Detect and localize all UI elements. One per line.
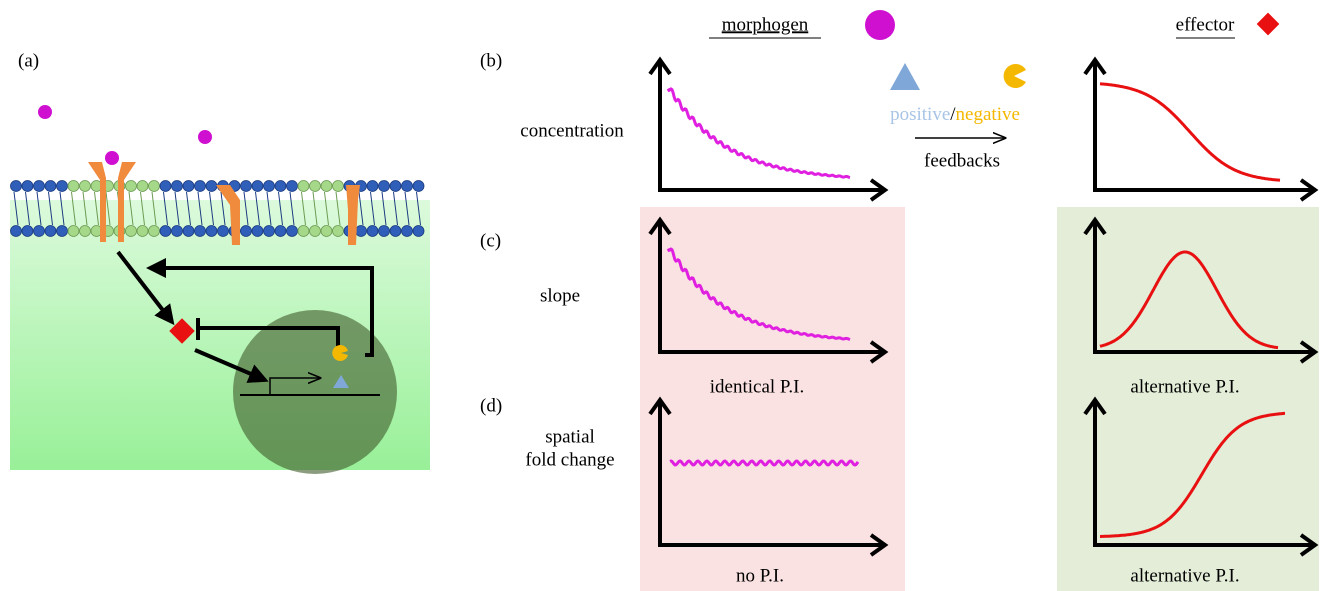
- panel-label: (b): [480, 50, 502, 71]
- panel-label: (d): [480, 395, 502, 416]
- row-name: slope: [540, 285, 580, 306]
- lipid-head: [22, 181, 33, 192]
- row-name: fold change: [525, 449, 614, 470]
- positive-label: positive: [890, 104, 950, 125]
- lipid-head: [68, 181, 79, 192]
- lipid-head: [252, 181, 263, 192]
- lipid-head: [413, 226, 424, 237]
- lipid-head: [183, 226, 194, 237]
- lipid-head: [45, 226, 56, 237]
- lipid-head: [34, 181, 45, 192]
- lipid-head: [379, 181, 390, 192]
- lipid-head: [287, 226, 298, 237]
- axes: [660, 60, 885, 190]
- caption: alternative P.I.: [1130, 565, 1239, 586]
- lipid-head: [241, 226, 252, 237]
- lipid-head: [172, 181, 183, 192]
- caption: no P.I.: [736, 565, 784, 586]
- lipid-head: [310, 226, 321, 237]
- lipid-head: [298, 226, 309, 237]
- lipid-head: [11, 181, 22, 192]
- lipid-head: [126, 226, 137, 237]
- feedback-caption: feedbacks: [924, 150, 1000, 171]
- lipid-head: [45, 181, 56, 192]
- lipid-head: [160, 226, 171, 237]
- lipid-head: [183, 181, 194, 192]
- row-name: concentration: [520, 120, 624, 141]
- lipid-head: [68, 226, 79, 237]
- lipid-head: [57, 226, 68, 237]
- lipid-head: [321, 226, 332, 237]
- lipid-head: [126, 181, 137, 192]
- lipid-head: [149, 226, 160, 237]
- lipid-head: [195, 181, 206, 192]
- panel-label: (c): [480, 230, 501, 251]
- negative-label: negative: [956, 104, 1020, 125]
- morphogen-dot: [105, 151, 119, 165]
- lipid-head: [275, 226, 286, 237]
- lipid-head: [206, 226, 217, 237]
- morphogen-icon: [865, 10, 895, 40]
- morphogen-dot: [198, 130, 212, 144]
- morphogen-curve: [668, 89, 850, 178]
- lipid-head: [333, 181, 344, 192]
- lipid-head: [149, 181, 160, 192]
- lipid-head: [275, 181, 286, 192]
- lipid-head: [310, 181, 321, 192]
- figure: (a) morphogen effector positive/negative…: [0, 0, 1322, 591]
- lipid-head: [22, 226, 33, 237]
- axes: [1095, 60, 1315, 190]
- lipid-head: [356, 226, 367, 237]
- positive-icon: [890, 63, 920, 90]
- caption: alternative P.I.: [1130, 376, 1239, 397]
- negative-icon: [1004, 64, 1026, 88]
- lipid-head: [206, 181, 217, 192]
- lipid-head: [160, 181, 171, 192]
- lipid-head: [298, 181, 309, 192]
- panel-label: (a): [18, 50, 39, 71]
- column-title: morphogen: [722, 14, 809, 35]
- lipid-head: [367, 226, 378, 237]
- lipid-head: [218, 226, 229, 237]
- lipid-head: [367, 181, 378, 192]
- effector-icon: [1257, 13, 1280, 36]
- row-name: spatial: [545, 426, 595, 447]
- effector-curve: [1100, 84, 1280, 180]
- lipid-head: [287, 181, 298, 192]
- morphogen-dot: [38, 105, 52, 119]
- lipid-head: [11, 226, 22, 237]
- lipid-head: [252, 226, 263, 237]
- lipid-head: [402, 181, 413, 192]
- lipid-head: [34, 226, 45, 237]
- lipid-head: [195, 226, 206, 237]
- lipid-head: [379, 226, 390, 237]
- lipid-head: [321, 181, 332, 192]
- lipid-head: [80, 226, 91, 237]
- lipid-head: [57, 181, 68, 192]
- feedback-types: positive/negative: [890, 104, 1020, 125]
- lipid-head: [413, 181, 424, 192]
- lipid-head: [402, 226, 413, 237]
- lipid-head: [80, 181, 91, 192]
- column-title: effector: [1176, 14, 1235, 35]
- lipid-head: [264, 181, 275, 192]
- lipid-head: [137, 181, 148, 192]
- lipid-head: [172, 226, 183, 237]
- lipid-head: [241, 181, 252, 192]
- lipid-head: [264, 226, 275, 237]
- lipid-head: [333, 226, 344, 237]
- lipid-head: [390, 226, 401, 237]
- lipid-head: [390, 181, 401, 192]
- lipid-head: [137, 226, 148, 237]
- caption: identical P.I.: [710, 376, 804, 397]
